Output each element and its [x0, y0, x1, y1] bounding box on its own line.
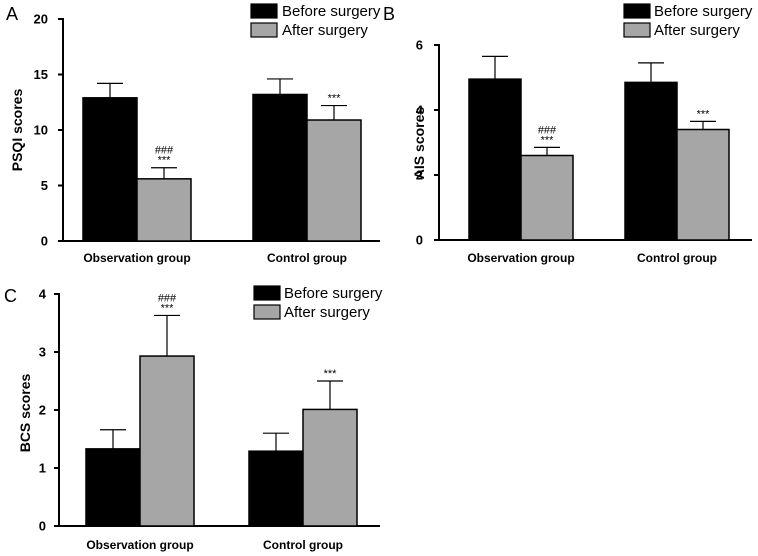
- y-tick-label: 1: [39, 461, 46, 476]
- bar-after-control: [676, 128, 730, 241]
- panel-letter: B: [383, 4, 395, 24]
- legend-swatch-before: [253, 285, 281, 301]
- y-axis-title: AIS scores: [411, 107, 427, 180]
- bar-after-control: [306, 119, 362, 242]
- y-tick-label: 5: [41, 178, 48, 193]
- legend-label: Before surgery: [282, 3, 381, 20]
- significance-label: ***: [541, 134, 555, 146]
- x-category-label: Control group: [267, 251, 347, 265]
- bar-after-observation: [139, 355, 195, 527]
- bar-after-observation: [520, 154, 574, 241]
- legend-label: After surgery: [282, 22, 368, 39]
- legend-label: Before surgery: [284, 285, 383, 302]
- significance-label: ***: [324, 368, 338, 380]
- y-tick-label: 0: [39, 519, 46, 534]
- bar-after-observation: [136, 178, 192, 242]
- bar-before-observation: [82, 97, 138, 242]
- legend-swatch-after: [253, 304, 281, 320]
- y-tick-label: 10: [34, 123, 48, 138]
- bar-before-control: [624, 81, 678, 241]
- bar-before-control: [248, 450, 304, 527]
- x-category-label: Observation group: [86, 538, 193, 552]
- legend-label: After surgery: [654, 22, 740, 39]
- y-tick-label: 15: [34, 67, 48, 82]
- significance-label: ###: [158, 292, 177, 304]
- significance-label: ***: [328, 93, 342, 105]
- y-axis-title: BCS scores: [17, 373, 33, 452]
- y-axis-title: PSQI scores: [9, 89, 25, 172]
- y-tick-label: 6: [416, 38, 423, 53]
- legend-swatch-after: [623, 22, 651, 38]
- significance-label: ***: [697, 108, 711, 120]
- legend-swatch-before: [623, 3, 651, 19]
- bar-before-control: [252, 93, 308, 242]
- significance-label: ***: [161, 302, 175, 314]
- y-tick-label: 3: [39, 345, 46, 360]
- y-tick-label: 2: [39, 403, 46, 418]
- x-category-label: Control group: [637, 251, 717, 265]
- legend-label: Before surgery: [654, 3, 753, 20]
- legend-swatch-after: [250, 22, 278, 38]
- panel-letter: C: [4, 286, 17, 306]
- significance-label: ###: [155, 145, 174, 157]
- bar-after-control: [302, 408, 358, 527]
- legend-swatch-before: [250, 3, 278, 19]
- legend-label: After surgery: [284, 304, 370, 321]
- y-tick-label: 4: [416, 103, 424, 118]
- significance-label: ###: [538, 124, 557, 136]
- x-category-label: Observation group: [83, 251, 190, 265]
- y-tick-label: 20: [34, 12, 48, 27]
- bar-before-observation: [85, 448, 141, 527]
- y-tick-label: 2: [416, 168, 423, 183]
- bar-before-observation: [468, 78, 522, 241]
- significance-label: ***: [158, 155, 172, 167]
- y-tick-label: 0: [416, 233, 423, 248]
- x-category-label: Observation group: [467, 251, 574, 265]
- y-tick-label: 0: [41, 234, 48, 249]
- x-category-label: Control group: [263, 538, 343, 552]
- panel-letter: A: [6, 4, 18, 24]
- y-tick-label: 4: [39, 287, 47, 302]
